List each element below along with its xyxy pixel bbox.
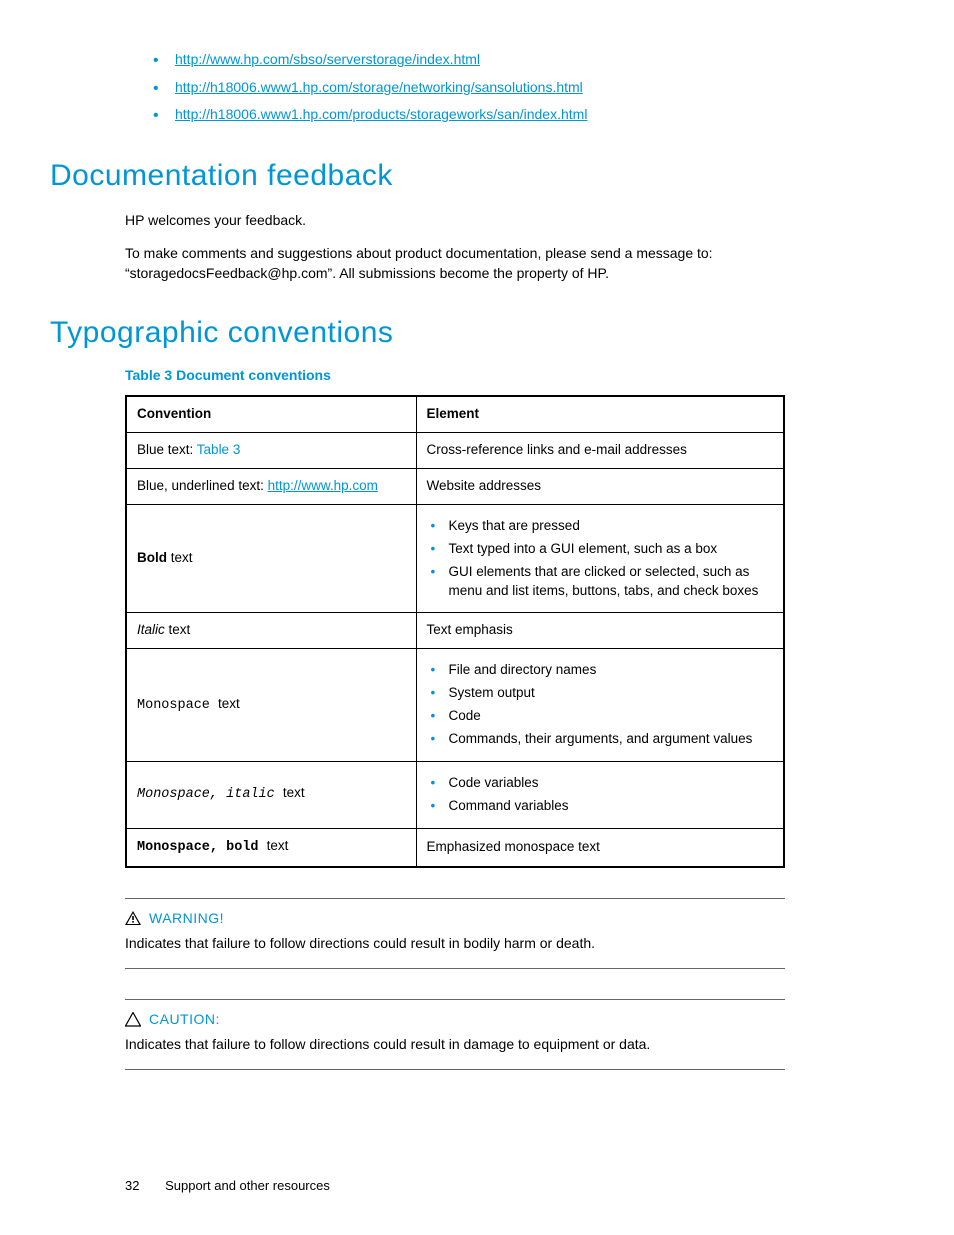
cell-text: Italic [137, 622, 169, 637]
cell-list: Keys that are pressed Text typed into a … [427, 517, 774, 601]
cell-text: Text emphasis [416, 613, 784, 649]
cell-text: Monospace, italic [137, 787, 283, 802]
reference-links-list: http://www.hp.com/sbso/serverstorage/ind… [145, 50, 824, 125]
cell-text: Monospace, bold [137, 840, 267, 855]
cell-list: File and directory names System output C… [427, 661, 774, 749]
warning-icon [125, 911, 141, 926]
cell-text: text [267, 838, 289, 853]
list-item: Keys that are pressed [427, 517, 774, 536]
cell-text: Cross-reference links and e-mail address… [416, 433, 784, 469]
reference-link[interactable]: http://www.hp.com/sbso/serverstorage/ind… [175, 51, 480, 67]
reference-link[interactable]: http://h18006.www1.hp.com/storage/networ… [175, 79, 583, 95]
caution-label: CAUTION: [149, 1010, 220, 1030]
table-caption: Table 3 Document conventions [125, 366, 824, 386]
warning-admonition: WARNING! Indicates that failure to follo… [125, 898, 785, 969]
cell-text: Website addresses [416, 468, 784, 504]
list-item: Command variables [427, 797, 774, 816]
cell-text: text [167, 550, 193, 565]
list-item: Text typed into a GUI element, such as a… [427, 540, 774, 559]
cell-text: text [218, 696, 240, 711]
cell-text: text [169, 622, 191, 637]
table-header: Convention [126, 396, 416, 432]
table-row: Bold text Keys that are pressed Text typ… [126, 504, 784, 613]
table-row: Blue, underlined text: http://www.hp.com… [126, 468, 784, 504]
list-item: Code variables [427, 774, 774, 793]
cell-text: Bold [137, 550, 167, 565]
cell-text: Blue, underlined text: [137, 478, 268, 493]
caution-admonition: CAUTION: Indicates that failure to follo… [125, 999, 785, 1070]
cell-list: Code variables Command variables [427, 774, 774, 816]
caution-body: Indicates that failure to follow directi… [125, 1035, 785, 1055]
section-heading-feedback: Documentation feedback [50, 155, 824, 197]
page-number: 32 [125, 1178, 139, 1193]
table-row: Italic text Text emphasis [126, 613, 784, 649]
cell-text: Monospace [137, 698, 218, 713]
warning-body: Indicates that failure to follow directi… [125, 934, 785, 954]
footer-section: Support and other resources [165, 1178, 330, 1193]
page-footer: 32 Support and other resources [125, 1177, 330, 1195]
reference-link[interactable]: http://h18006.www1.hp.com/products/stora… [175, 106, 587, 122]
conventions-table: Convention Element Blue text: Table 3 Cr… [125, 395, 785, 867]
body-paragraph: To make comments and suggestions about p… [125, 244, 824, 283]
list-item: System output [427, 684, 774, 703]
cell-text: text [283, 785, 305, 800]
cross-reference-link[interactable]: Table 3 [197, 442, 241, 457]
section-heading-typographic: Typographic conventions [50, 312, 824, 354]
warning-label: WARNING! [149, 909, 224, 929]
table-row: Blue text: Table 3 Cross-reference links… [126, 433, 784, 469]
website-link[interactable]: http://www.hp.com [268, 478, 378, 493]
cell-text: Emphasized monospace text [416, 828, 784, 866]
table-row: Monospace text File and directory names … [126, 649, 784, 762]
table-row: Monospace, bold text Emphasized monospac… [126, 828, 784, 866]
list-item: Code [427, 707, 774, 726]
cell-text: Blue text: [137, 442, 197, 457]
body-paragraph: HP welcomes your feedback. [125, 211, 824, 231]
table-row: Monospace, italic text Code variables Co… [126, 761, 784, 828]
list-item: GUI elements that are clicked or selecte… [427, 563, 774, 601]
table-header: Element [416, 396, 784, 432]
list-item: Commands, their arguments, and argument … [427, 730, 774, 749]
caution-icon [125, 1012, 141, 1027]
list-item: File and directory names [427, 661, 774, 680]
